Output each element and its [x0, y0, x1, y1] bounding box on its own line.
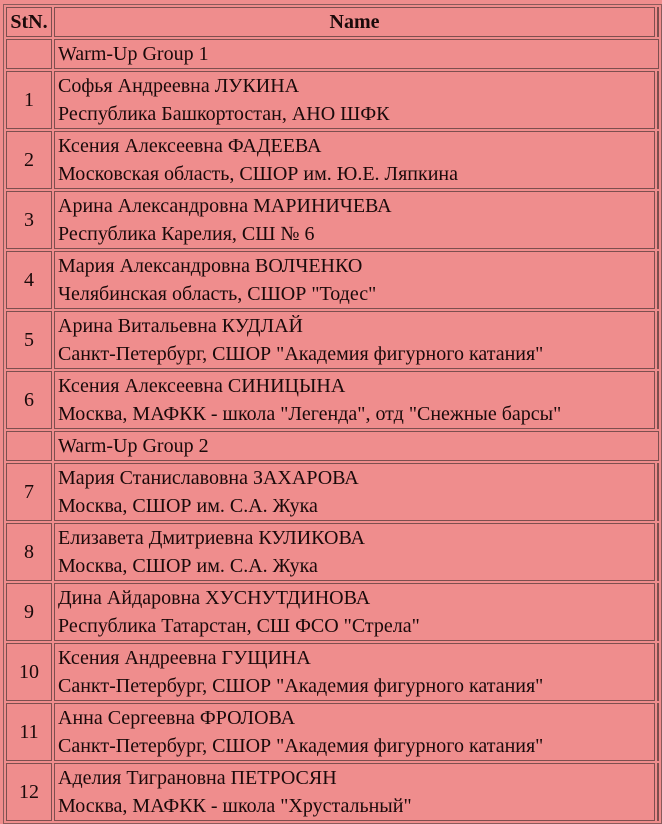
athlete-name: Елизавета Дмитриевна КУЛИКОВА	[58, 527, 365, 549]
athlete-row: 9 Дина Айдаровна ХУСНУТДИНОВА Республика …	[6, 583, 659, 641]
athlete-name: Арина Александровна МАРИНИЧЕВА	[58, 195, 392, 217]
athlete-cell: Елизавета Дмитриевна КУЛИКОВА Москва, СШО…	[54, 523, 655, 581]
group-row: Warm-Up Group 2	[6, 431, 659, 461]
extra-cell	[657, 311, 659, 369]
athlete-club: Санкт-Петербург, СШОР "Академия фигурног…	[58, 343, 544, 365]
start-number: 12	[6, 763, 52, 821]
extra-cell	[657, 463, 659, 521]
start-number: 9	[6, 583, 52, 641]
group-stn-empty	[6, 39, 52, 69]
start-number: 8	[6, 523, 52, 581]
header-name: Name	[54, 7, 655, 37]
extra-cell	[657, 371, 659, 429]
athlete-club: Московская область, СШОР им. Ю.Е. Ляпкин…	[58, 163, 459, 185]
athlete-row: 3 Арина Александровна МАРИНИЧЕВА Республи…	[6, 191, 659, 249]
header-row: StN. Name	[6, 7, 659, 37]
athlete-name: Ксения Алексеевна ФАДЕЕВА	[58, 135, 322, 157]
athlete-row: 7 Мария Станиславовна ЗАХАРОВА Москва, СШ…	[6, 463, 659, 521]
athlete-row: 2 Ксения Алексеевна ФАДЕЕВА Московская об…	[6, 131, 659, 189]
athlete-club: Москва, МАФКК - школа "Хрустальный"	[58, 795, 412, 817]
start-number: 3	[6, 191, 52, 249]
athlete-row: 12 Аделия Тиграновна ПЕТРОСЯН Москва, МАФ…	[6, 763, 659, 821]
athlete-cell: Мария Александровна ВОЛЧЕНКО Челябинская …	[54, 251, 655, 309]
start-number: 4	[6, 251, 52, 309]
athlete-row: 1 Софья Андреевна ЛУКИНА Республика Башко…	[6, 71, 659, 129]
athlete-name: Арина Витальевна КУДЛАЙ	[58, 315, 303, 337]
athlete-row: 5 Арина Витальевна КУДЛАЙ Санкт-Петербург…	[6, 311, 659, 369]
header-extra	[657, 7, 659, 37]
athlete-row: 6 Ксения Алексеевна СИНИЦЫНА Москва, МАФК…	[6, 371, 659, 429]
group-row: Warm-Up Group 1	[6, 39, 659, 69]
group-label: Warm-Up Group 1	[54, 39, 659, 69]
athlete-cell: Арина Александровна МАРИНИЧЕВА Республика…	[54, 191, 655, 249]
athlete-cell: Анна Сергеевна ФРОЛОВА Санкт-Петербург, С…	[54, 703, 655, 761]
group-label: Warm-Up Group 2	[54, 431, 659, 461]
athlete-club: Москва, МАФКК - школа "Легенда", отд "Сн…	[58, 403, 562, 425]
athlete-club: Москва, СШОР им. С.А. Жука	[58, 555, 318, 577]
athlete-cell: Ксения Алексеевна СИНИЦЫНА Москва, МАФКК …	[54, 371, 655, 429]
athlete-name: Мария Александровна ВОЛЧЕНКО	[58, 255, 363, 277]
start-number: 2	[6, 131, 52, 189]
athlete-club: Санкт-Петербург, СШОР "Академия фигурног…	[58, 675, 544, 697]
athlete-cell: Дина Айдаровна ХУСНУТДИНОВА Республика Та…	[54, 583, 655, 641]
extra-cell	[657, 251, 659, 309]
start-number: 7	[6, 463, 52, 521]
athlete-club: Республика Башкортостан, АНО ШФК	[58, 103, 390, 125]
start-number: 5	[6, 311, 52, 369]
athlete-club: Москва, СШОР им. С.А. Жука	[58, 495, 318, 517]
athlete-name: Аделия Тиграновна ПЕТРОСЯН	[58, 767, 337, 789]
athlete-row: 11 Анна Сергеевна ФРОЛОВА Санкт-Петербург…	[6, 703, 659, 761]
extra-cell	[657, 643, 659, 701]
athlete-club: Челябинская область, СШОР "Тодес"	[58, 283, 377, 305]
athlete-name: Ксения Алексеевна СИНИЦЫНА	[58, 375, 346, 397]
athlete-cell: Ксения Алексеевна ФАДЕЕВА Московская обла…	[54, 131, 655, 189]
athlete-cell: Ксения Андреевна ГУЩИНА Санкт-Петербург, …	[54, 643, 655, 701]
athlete-cell: Мария Станиславовна ЗАХАРОВА Москва, СШОР…	[54, 463, 655, 521]
athlete-row: 8 Елизавета Дмитриевна КУЛИКОВА Москва, С…	[6, 523, 659, 581]
athlete-club: Республика Карелия, СШ № 6	[58, 223, 315, 245]
extra-cell	[657, 583, 659, 641]
extra-cell	[657, 523, 659, 581]
athlete-name: Мария Станиславовна ЗАХАРОВА	[58, 467, 359, 489]
start-number: 11	[6, 703, 52, 761]
extra-cell	[657, 191, 659, 249]
extra-cell	[657, 71, 659, 129]
athlete-row: 10 Ксения Андреевна ГУЩИНА Санкт-Петербур…	[6, 643, 659, 701]
athlete-name: Анна Сергеевна ФРОЛОВА	[58, 707, 296, 729]
extra-cell	[657, 703, 659, 761]
start-number: 6	[6, 371, 52, 429]
header-stn: StN.	[6, 7, 52, 37]
athlete-cell: Аделия Тиграновна ПЕТРОСЯН Москва, МАФКК …	[54, 763, 655, 821]
extra-cell	[657, 763, 659, 821]
athlete-name: Дина Айдаровна ХУСНУТДИНОВА	[58, 587, 371, 609]
athlete-cell: Арина Витальевна КУДЛАЙ Санкт-Петербург, …	[54, 311, 655, 369]
start-number: 10	[6, 643, 52, 701]
athlete-club: Санкт-Петербург, СШОР "Академия фигурног…	[58, 735, 544, 757]
athlete-name: Ксения Андреевна ГУЩИНА	[58, 647, 311, 669]
group-stn-empty	[6, 431, 52, 461]
start-number: 1	[6, 71, 52, 129]
athlete-cell: Софья Андреевна ЛУКИНА Республика Башкорт…	[54, 71, 655, 129]
athlete-name: Софья Андреевна ЛУКИНА	[58, 75, 300, 97]
athlete-row: 4 Мария Александровна ВОЛЧЕНКО Челябинска…	[6, 251, 659, 309]
extra-cell	[657, 131, 659, 189]
athlete-club: Республика Татарстан, СШ ФСО "Стрела"	[58, 615, 420, 637]
